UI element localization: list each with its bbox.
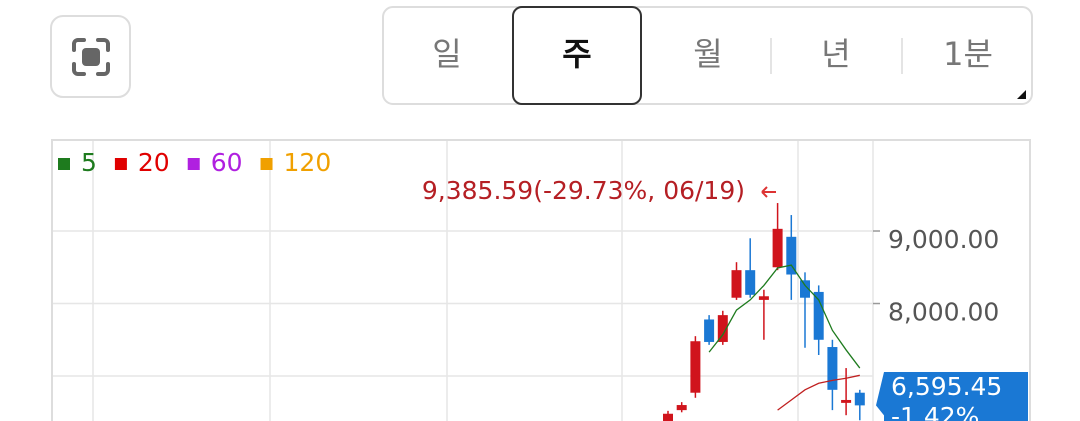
candle-body: [731, 270, 742, 298]
y-tick-label: 8,000.00: [888, 298, 999, 327]
tab[interactable]: 1분: [943, 35, 993, 73]
chart-frame: [51, 139, 1031, 421]
candle-body: [663, 413, 673, 421]
candle-body: [758, 296, 769, 300]
candle-body: [813, 291, 824, 340]
legend-label: 60: [211, 148, 243, 177]
legend-label: 120: [284, 148, 332, 177]
price-label: 6,595.45: [891, 372, 1002, 401]
candle-body: [704, 319, 715, 342]
candle-body: [854, 392, 865, 406]
tab[interactable]: 일: [432, 35, 461, 73]
annotation-arrow: [761, 186, 776, 198]
candle-body: [717, 315, 728, 342]
tab[interactable]: 월: [693, 35, 722, 73]
tab[interactable]: 년: [821, 35, 850, 73]
legend-swatch: [187, 158, 200, 170]
legend-label: 20: [138, 148, 170, 177]
candle-body: [827, 347, 838, 390]
y-tick-label: 9,000.00: [888, 225, 999, 254]
moving-average-line: [777, 374, 860, 411]
candle-body: [772, 228, 783, 268]
corner-mark: [1017, 90, 1026, 99]
scan-icon: [72, 38, 110, 76]
high-annotation: 9,385.59(-29.73%, 06/19): [422, 176, 745, 205]
candle-body: [676, 405, 687, 411]
chart: 9,000.00 8,000.00 5 20 60 120 9,385.59(-29.73%…: [53, 148, 1028, 421]
change-label: -1.42%: [891, 402, 979, 421]
candle-body: [690, 341, 701, 393]
legend-swatch: [260, 158, 273, 170]
tab[interactable]: 주: [562, 35, 591, 73]
selected-tab-frame: [512, 6, 642, 105]
vertical-grid: [92, 141, 874, 421]
candle-body: [745, 270, 756, 295]
candle-body: [786, 236, 797, 275]
candle-body: [841, 399, 852, 403]
legend-swatch: [114, 158, 127, 170]
moving-average-line: [708, 264, 861, 369]
tab-group: 일 주 월 년 1분: [432, 35, 993, 73]
legend-swatch: [58, 158, 70, 170]
candle-body: [800, 280, 810, 298]
legend-label: 5: [81, 148, 97, 177]
price-box: [876, 372, 1028, 421]
